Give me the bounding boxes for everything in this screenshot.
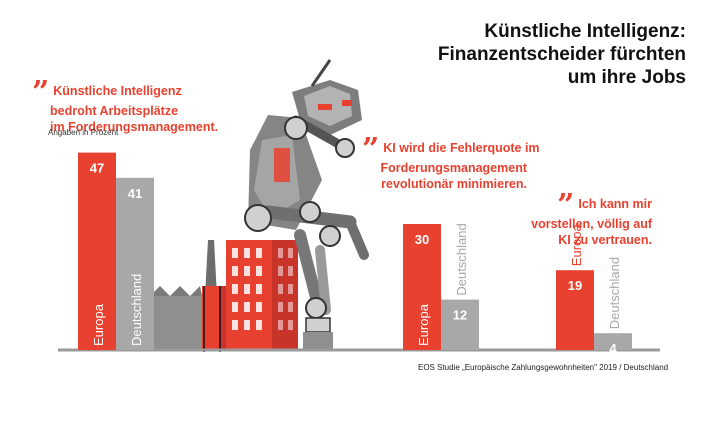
value-label: 4 [609,341,617,356]
quote-line: KI zu vertrauen. [558,233,652,247]
quote-mark-icon: ” [557,188,575,223]
bars: 47 Europa 41 Deutschland 30 Europa 12 Deutschla… [78,152,632,356]
quote-mark-icon: ” [362,132,380,167]
bar-deutschland-1 [441,299,479,350]
series-label-europa: Europa [91,303,106,346]
series-label-europa: Europa [569,224,584,267]
series-label-deutschland: Deutschland [129,274,144,346]
quote-line: revolutionär minimieren. [381,177,527,191]
quote-line: Ich kann mir [578,197,652,211]
bar-deutschland-0 [116,177,154,350]
quote-line: vorstellen, völlig auf [531,217,652,231]
illustration [150,59,369,352]
building-icon [226,240,298,350]
quote-3: ” Ich kann mir vorstellen, völlig auf KI … [520,188,652,248]
bar-europa-0 [78,152,116,350]
value-label: 41 [128,186,142,201]
bar-europa-1 [403,224,441,350]
robot-icon [244,59,369,350]
factory-icon [150,240,232,352]
series-label-europa: Europa [416,303,431,346]
quote-line: Forderungsmanagement [380,161,527,175]
quote-2: ” KI wird die Fehlerquote im Forderungsma… [362,132,540,192]
series-label-deutschland: Deutschland [454,223,469,295]
bar-europa-2 [556,270,594,350]
quote-line: bedroht Arbeitsplätze [50,104,179,118]
quote-line: im Forderungsmanagement. [50,120,219,134]
quote-1: ” Künstliche Intelligenz bedroht Arbeitsp… [32,75,219,135]
value-label: 30 [415,232,429,247]
title-line: Finanzentscheider fürchten [437,44,686,65]
title-line: um ihre Jobs [567,67,686,88]
unit-note: Angaben in Prozent [48,128,119,137]
chart-title: Künstliche Intelligenz: Finanzentscheide… [438,20,686,89]
quote-line: Künstliche Intelligenz [53,84,182,98]
quote-line: KI wird die Fehlerquote im [383,141,540,155]
quote-mark-icon: ” [32,75,50,110]
series-label-deutschland: Deutschland [607,257,622,329]
value-label: 12 [453,308,467,323]
bar-deutschland-2 [594,333,632,350]
title-line: Künstliche Intelligenz: [484,21,686,42]
source-note: EOS Studie „Europäische Zahlungsgewohnhe… [418,363,669,372]
value-label: 47 [90,161,104,176]
value-label: 19 [568,278,582,293]
